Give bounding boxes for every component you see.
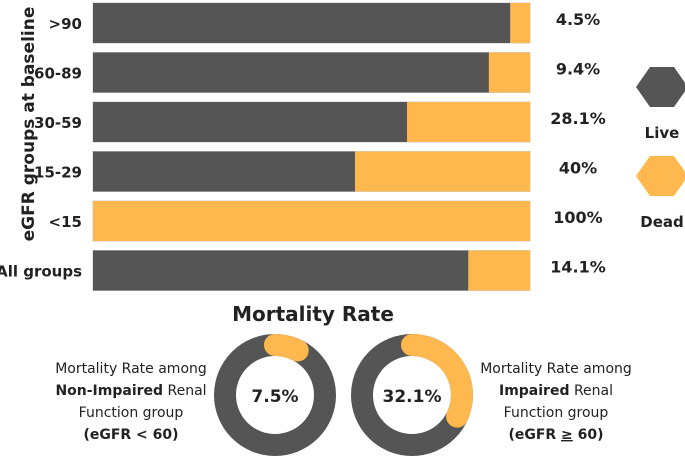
right-caption-line4: (eGFR ≥ 60) [508, 427, 603, 443]
bar-live-segment [93, 151, 356, 192]
donut-center-label: 32.1% [383, 387, 442, 407]
bar-dead-segment [510, 3, 530, 43]
category-label: <15 [49, 213, 82, 231]
bar-dead-segment [468, 250, 530, 291]
category-label: 60-89 [34, 65, 82, 83]
legend: Live Dead [636, 67, 685, 231]
bar-live-segment [93, 250, 469, 291]
legend-dead-label: Dead [640, 213, 683, 231]
value-label: 40% [559, 159, 597, 178]
donut-left-caption: Mortality Rate among Non-Impaired Renal … [55, 361, 207, 443]
value-label: 4.5% [556, 10, 600, 29]
left-caption-line2: Non-Impaired Renal [55, 383, 206, 399]
bar-dead-segment [93, 201, 530, 241]
y-axis-title: eGFR groups at baseline [19, 7, 39, 242]
category-label: 15-29 [34, 164, 82, 182]
donut-group: 7.5% 32.1% [214, 334, 473, 456]
value-label: 100% [553, 208, 602, 227]
left-caption-line4: (eGFR < 60) [83, 427, 178, 443]
bar-live-segment [93, 102, 408, 142]
left-caption-line1: Mortality Rate among [55, 361, 207, 377]
right-caption-line3: Function group [504, 405, 609, 421]
bar-dead-segment [488, 52, 530, 93]
legend-dead-hexagon-icon [636, 156, 685, 196]
donut-right-caption: Mortality Rate among Impaired Renal Func… [480, 361, 632, 443]
donut-dead-arc [401, 334, 473, 428]
right-caption-line1: Mortality Rate among [480, 361, 632, 377]
bar-live-segment [93, 52, 489, 93]
category-label: All groups [0, 263, 82, 281]
left-caption-line3: Function group [79, 405, 184, 421]
bar-dead-segment [407, 102, 530, 142]
donut-center-label: 7.5% [251, 387, 298, 407]
legend-live-label: Live [645, 124, 680, 142]
value-label: 28.1% [550, 109, 606, 128]
bar-live-segment [93, 3, 511, 43]
category-label: 30-59 [34, 114, 82, 132]
legend-live-hexagon-icon [636, 67, 685, 107]
bar-group: >90 4.5% 60-89 9.4% 30-59 28.1% 15-29 40% <15 100… [0, 2, 606, 291]
donut-section-title: Mortality Rate [232, 302, 394, 326]
donut-dead-arc [264, 334, 309, 362]
category-label: >90 [49, 15, 82, 33]
value-label: 14.1% [550, 258, 606, 277]
bar-dead-segment [355, 151, 530, 192]
value-label: 9.4% [556, 60, 600, 79]
right-caption-line2: Impaired Renal [499, 383, 613, 399]
